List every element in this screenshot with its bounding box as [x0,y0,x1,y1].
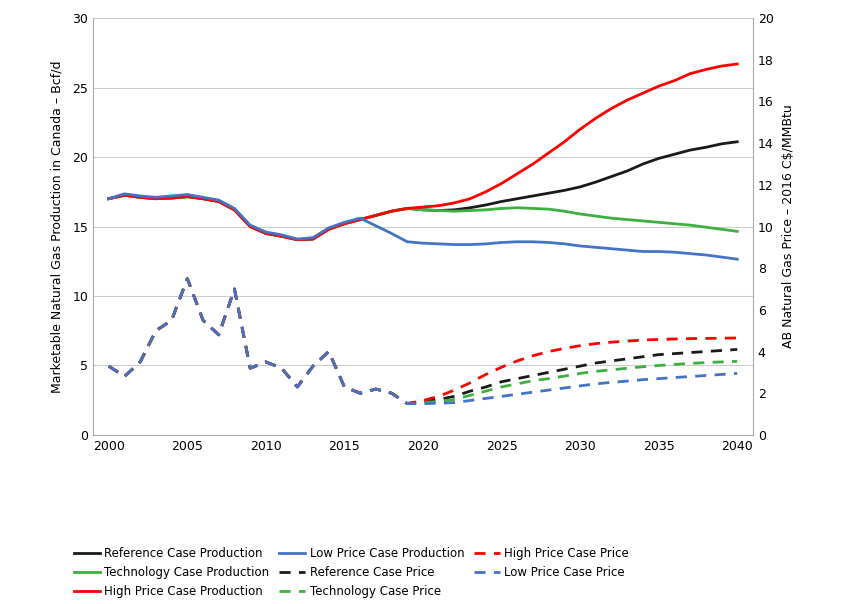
Legend: Reference Case Production, Technology Case Production, High Price Case Productio: Reference Case Production, Technology Ca… [74,547,629,598]
Y-axis label: AB Natural Gas Price – 2016 C$/MMBtu: AB Natural Gas Price – 2016 C$/MMBtu [782,104,795,349]
Y-axis label: Marketable Natural Gas Production in Canada – Bcf/d: Marketable Natural Gas Production in Can… [51,60,64,393]
